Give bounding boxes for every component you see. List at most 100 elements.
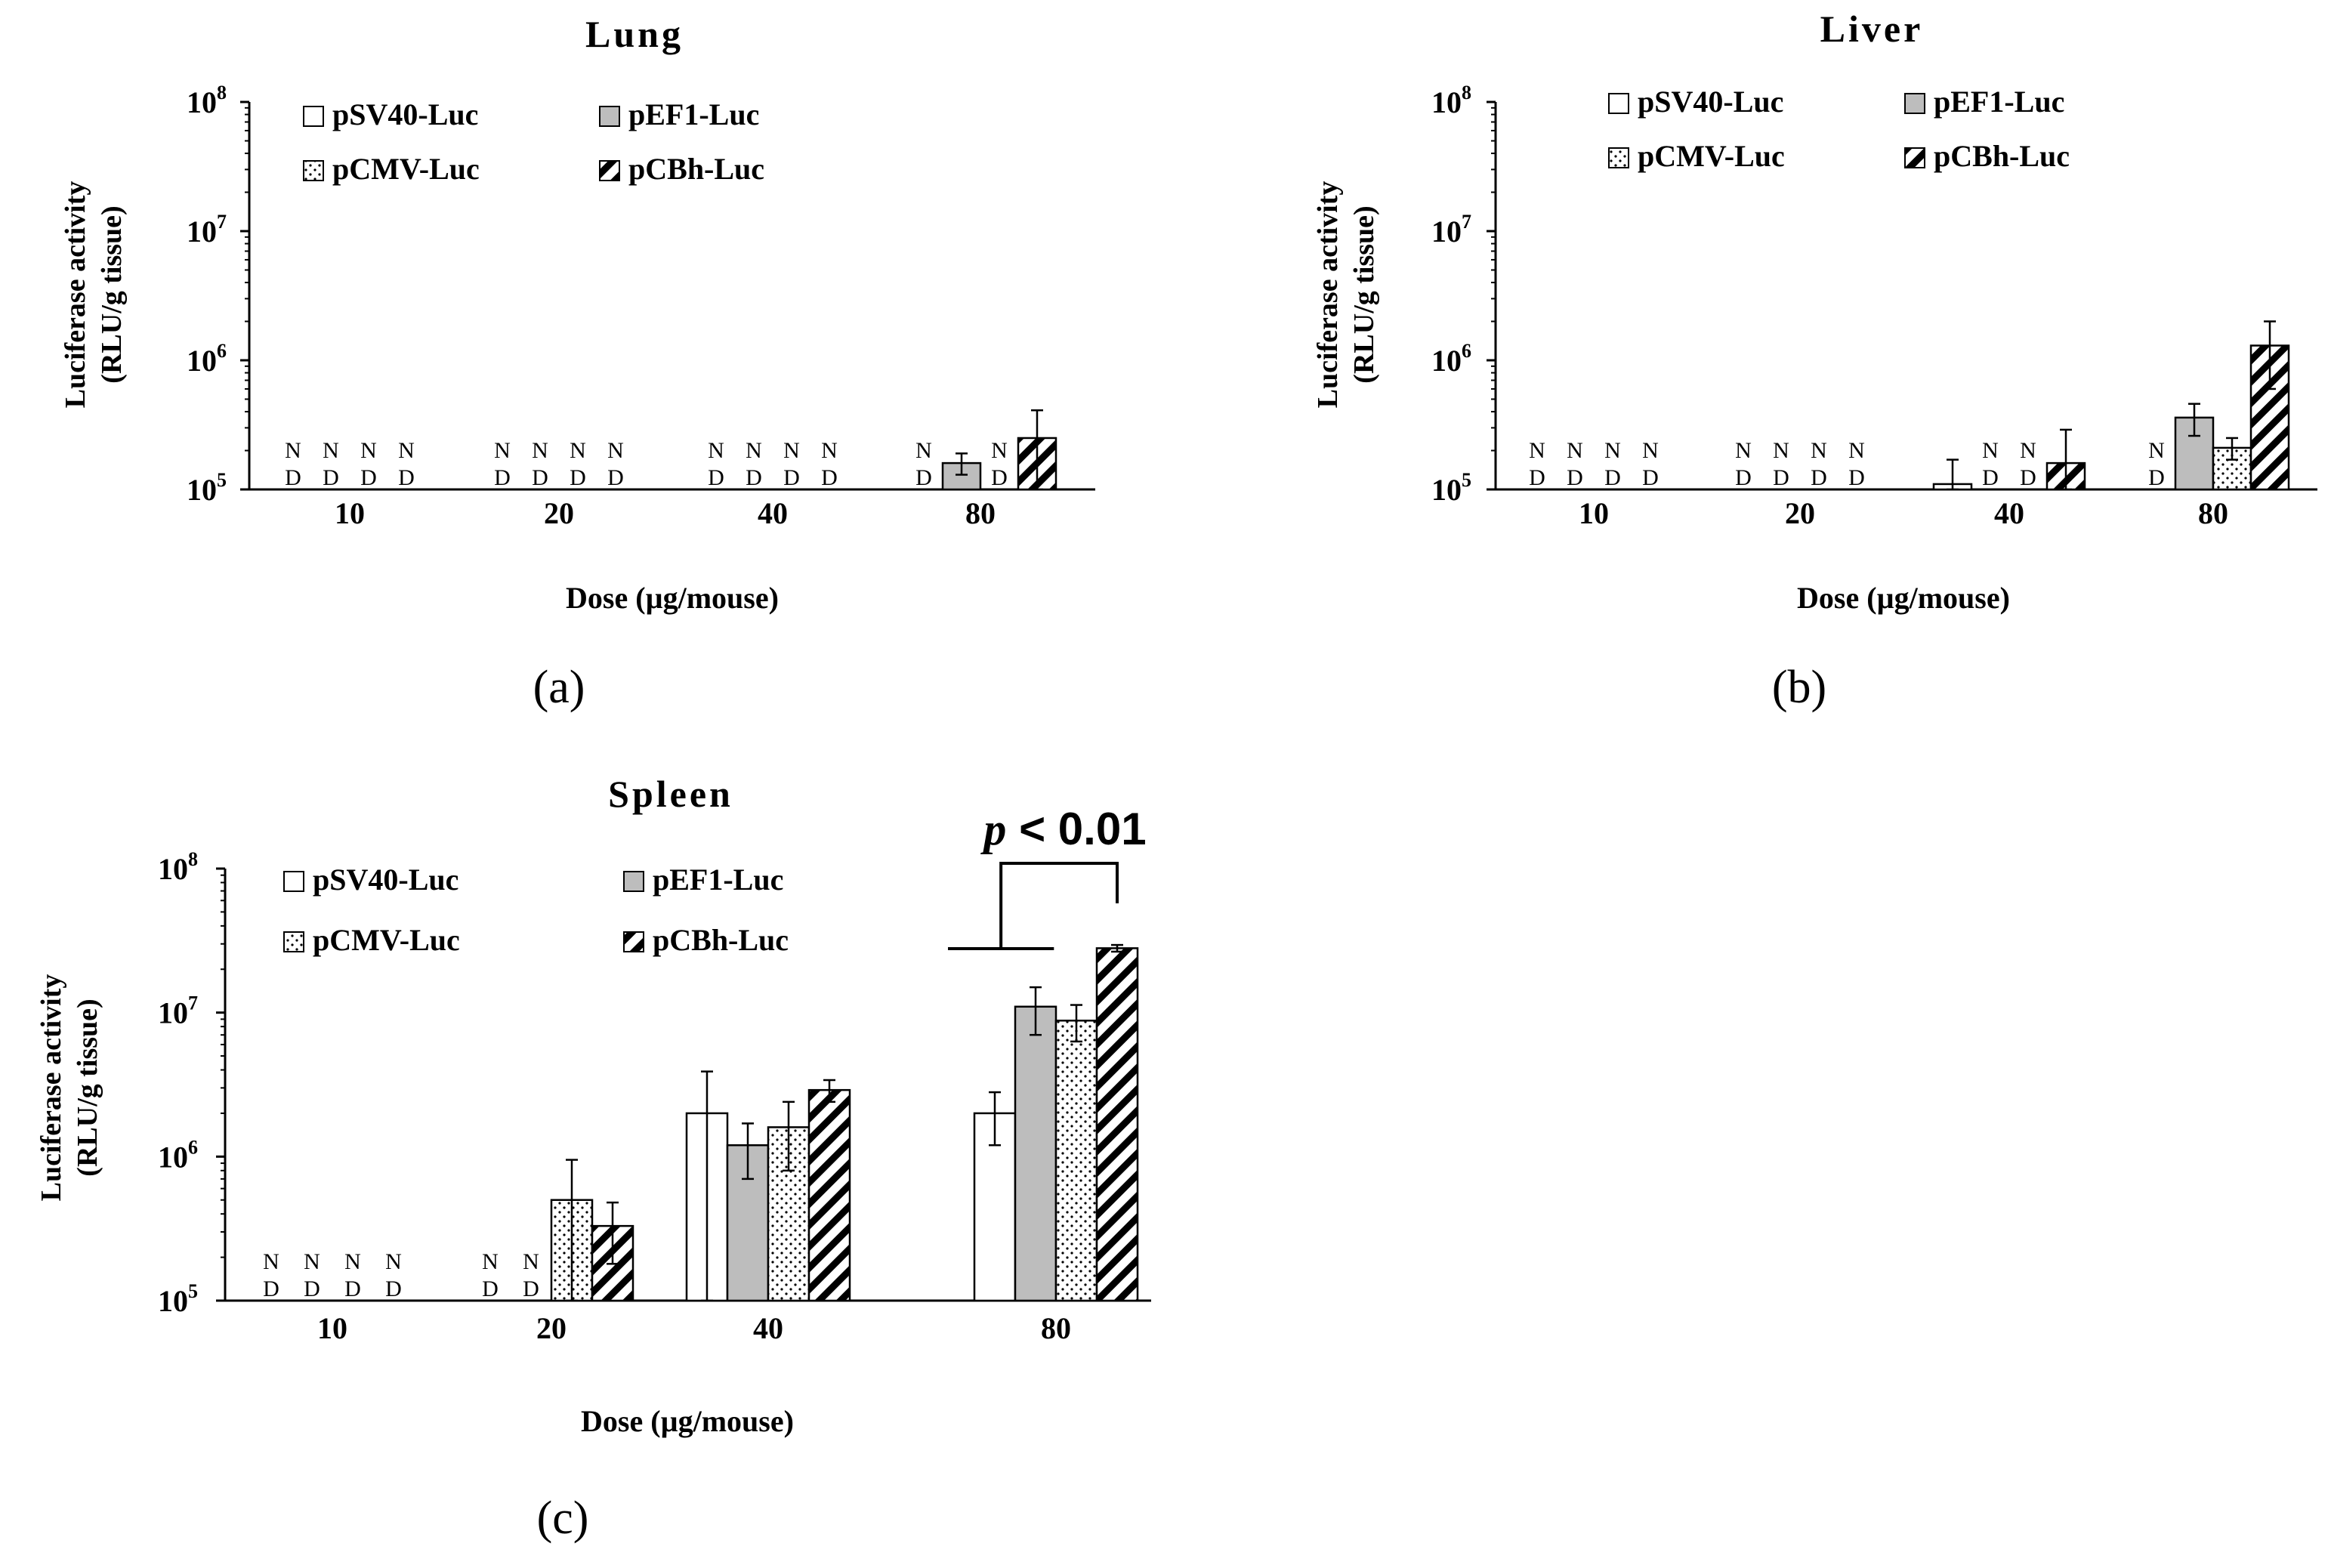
nd-marker-n: N [532, 438, 548, 463]
panel-liver: Liver (b) 105 106 107 108 Luciferase activity(… [1312, 8, 2317, 713]
nd-marker-d: D [1529, 465, 1545, 490]
nd-marker-d: D [2148, 465, 2165, 490]
nd-marker-n: N [1848, 438, 1865, 463]
y-tick-label: 107 [158, 992, 198, 1030]
legend-entry: pCBh-Luc [653, 923, 789, 957]
legend-swatch [623, 931, 644, 952]
nd-marker-d: D [532, 465, 548, 490]
legend-swatch [1904, 93, 1925, 114]
legend-swatch [1608, 93, 1629, 114]
nd-marker-n: N [360, 438, 377, 463]
nd-marker-n: N [1811, 438, 1827, 463]
x-tick-label: 40 [1994, 496, 2024, 530]
nd-marker-n: N [285, 438, 301, 463]
legend-swatch [1904, 147, 1925, 168]
y-axis-label: Luciferase activity (RLU/g tissue) [60, 181, 128, 409]
panel-lung: Lung (a) 105 106 107 108 Luciferase activity (R… [60, 13, 1095, 713]
nd-marker-n: N [323, 438, 339, 463]
y-tick-label: 108 [1431, 82, 1471, 119]
y-tick-label: 106 [187, 340, 227, 378]
x-tick-label: 20 [536, 1311, 567, 1345]
bar [807, 1088, 851, 1302]
legend-swatch [303, 160, 324, 181]
x-tick-label: 20 [544, 496, 574, 530]
nd-marker-d: D [1848, 465, 1865, 490]
y-tick-label: 105 [158, 1280, 198, 1318]
nd-marker-d: D [344, 1276, 361, 1301]
panel-label: (a) [533, 662, 585, 713]
x-tick-label: 80 [2198, 496, 2228, 530]
nd-marker-n: N [1567, 438, 1583, 463]
nd-marker-n: N [708, 438, 724, 463]
nd-marker-d: D [1735, 465, 1752, 490]
x-tick-label: 10 [335, 496, 365, 530]
x-tick-label: 40 [753, 1311, 783, 1345]
nd-marker-d: D [482, 1276, 499, 1301]
nd-marker-d: D [570, 465, 586, 490]
nd-marker-n: N [1982, 438, 1999, 463]
legend-entry: pSV40-Luc [1638, 85, 1783, 119]
nd-marker-d: D [523, 1276, 539, 1301]
significance-bracket [948, 862, 1119, 950]
legend-swatch [599, 160, 620, 181]
bar [1095, 947, 1139, 1302]
y-tick-label: 108 [187, 82, 227, 119]
legend-entry: pEF1-Luc [628, 97, 759, 131]
nd-marker-n: N [263, 1249, 279, 1274]
nd-marker-n: N [570, 438, 586, 463]
nd-marker-n: N [398, 438, 415, 463]
nd-marker-d: D [1604, 465, 1621, 490]
legend-entry: pEF1-Luc [1934, 85, 2064, 119]
nd-marker-n: N [1735, 438, 1752, 463]
y-tick-label: 105 [187, 469, 227, 507]
nd-marker-d: D [821, 465, 838, 490]
nd-marker-n: N [1642, 438, 1659, 463]
y-tick-label: 108 [158, 848, 198, 886]
nd-marker-d: D [2020, 465, 2036, 490]
nd-marker-d: D [398, 465, 415, 490]
nd-marker-n: N [991, 438, 1008, 463]
bar [1014, 1005, 1057, 1302]
nd-marker-n: N [304, 1249, 320, 1274]
x-tick-label: 10 [317, 1311, 347, 1345]
nd-marker-d: D [263, 1276, 279, 1301]
legend-swatch [283, 931, 304, 952]
legend-entry: pEF1-Luc [653, 863, 783, 897]
nd-marker-d: D [285, 465, 301, 490]
x-axis-label: Dose (µg/mouse) [1797, 581, 2010, 615]
nd-marker-d: D [991, 465, 1008, 490]
y-axis-label: Luciferase activity (RLU/g tissue) [36, 974, 103, 1202]
nd-marker-d: D [323, 465, 339, 490]
significance-label: p < 0.01 [980, 804, 1146, 854]
bar [1054, 1020, 1098, 1302]
x-tick-label: 10 [1579, 496, 1609, 530]
nd-marker-d: D [1811, 465, 1827, 490]
nd-marker-n: N [821, 438, 838, 463]
x-tick-label: 40 [758, 496, 788, 530]
legend-entry: pCBh-Luc [1934, 139, 2070, 173]
legend-entry: pCMV-Luc [332, 152, 480, 186]
y-tick-label: 107 [1431, 211, 1471, 248]
chart-title: Liver [1820, 8, 1924, 50]
nd-marker-d: D [915, 465, 932, 490]
panel-spleen: Spleen (c) 105 106 107 108 Luciferase activity… [36, 773, 1151, 1544]
nd-marker-n: N [1604, 438, 1621, 463]
nd-marker-d: D [607, 465, 624, 490]
nd-marker-n: N [783, 438, 800, 463]
nd-marker-n: N [607, 438, 624, 463]
nd-marker-d: D [494, 465, 511, 490]
nd-marker-n: N [2020, 438, 2036, 463]
nd-marker-n: N [523, 1249, 539, 1274]
x-tick-label: 20 [1785, 496, 1815, 530]
nd-marker-d: D [1982, 465, 1999, 490]
x-axis-label: Dose (µg/mouse) [581, 1404, 794, 1438]
x-tick-label: 80 [1041, 1311, 1071, 1345]
legend-swatch [303, 106, 324, 127]
legend-swatch [623, 871, 644, 892]
legend-swatch [1608, 147, 1629, 168]
nd-marker-d: D [304, 1276, 320, 1301]
legend-entry: pSV40-Luc [332, 97, 478, 131]
legend-entry: pCMV-Luc [1638, 139, 1785, 173]
nd-marker-n: N [915, 438, 932, 463]
